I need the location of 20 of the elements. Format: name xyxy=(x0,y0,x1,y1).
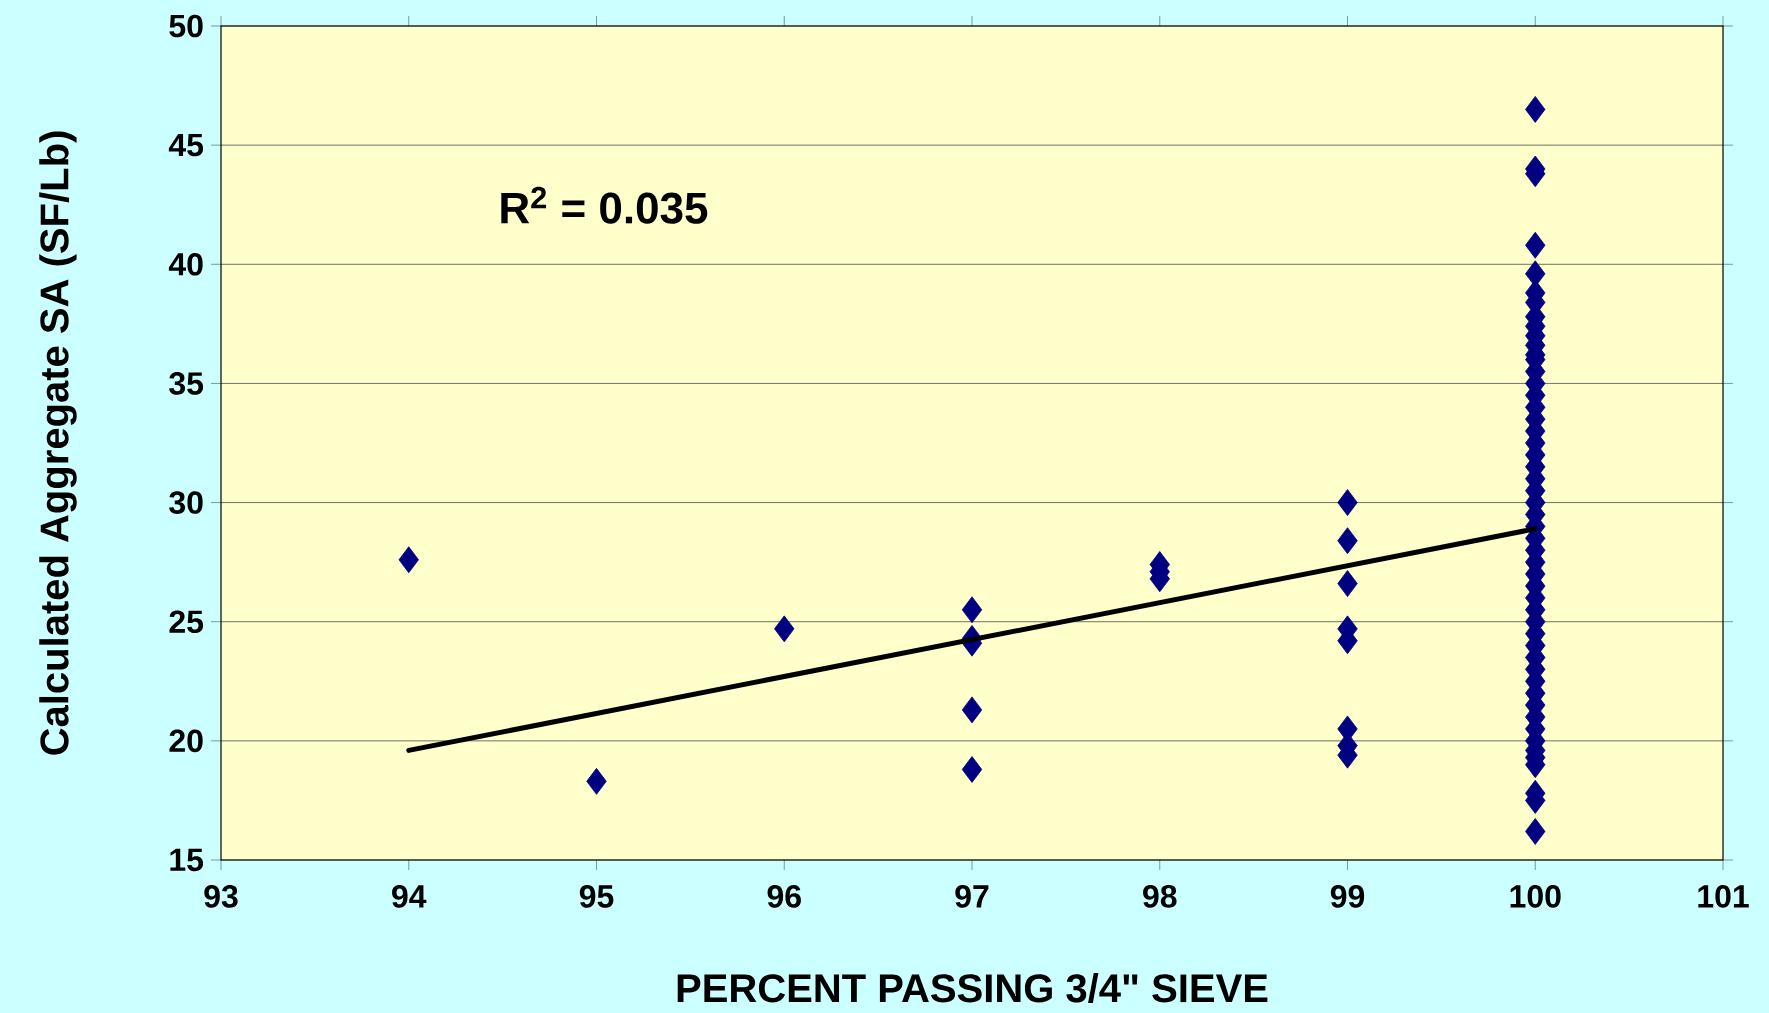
x-tick-label: 100 xyxy=(1510,885,1561,908)
y-tick-label: 25 xyxy=(169,610,204,634)
x-tick-label: 99 xyxy=(1330,885,1365,908)
y-tick-label: 15 xyxy=(170,848,204,872)
x-tick-label: 93 xyxy=(204,885,238,908)
annotation: R$^{2}$ = 0.035 xyxy=(501,186,708,224)
x-tick-label: 94 xyxy=(392,885,427,908)
y-axis-title: Calculated Aggregate SA (SF/Lb) xyxy=(39,131,77,755)
y-tick-label: 45 xyxy=(168,133,204,157)
x-tick-label: 101 xyxy=(1698,885,1749,908)
y-tick-label: 50 xyxy=(169,14,203,38)
y-tick-label: 30 xyxy=(169,491,203,514)
x-axis-title: PERCENT PASSING 3/4" SIEVE xyxy=(677,973,1268,1003)
y-tick-label: 35 xyxy=(169,372,204,395)
y-tick-label: 20 xyxy=(169,729,203,753)
x-tick-label: 97 xyxy=(955,885,989,908)
x-tick-label: 96 xyxy=(767,885,801,908)
y-tick-label: 40 xyxy=(168,252,203,276)
x-tick-label: 95 xyxy=(579,885,614,908)
x-tick-label: 98 xyxy=(1143,885,1177,908)
